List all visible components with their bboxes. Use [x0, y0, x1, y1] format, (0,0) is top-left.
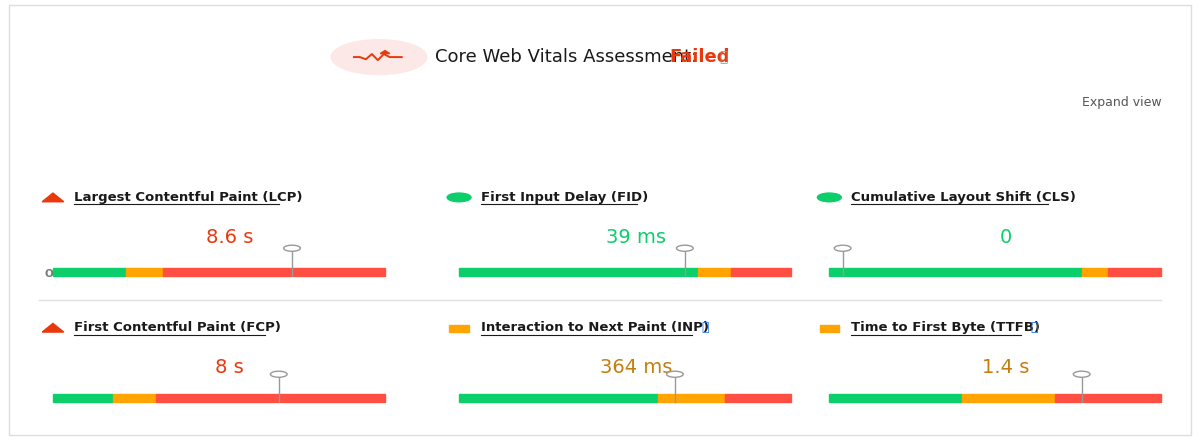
Bar [725, 394, 791, 402]
Bar [698, 268, 731, 276]
Bar [820, 325, 839, 332]
Text: Cumulative Layout Shift (CLS): Cumulative Layout Shift (CLS) [851, 191, 1075, 204]
Polygon shape [42, 193, 64, 202]
Circle shape [283, 245, 300, 251]
Text: 0: 0 [1000, 228, 1013, 247]
Bar [113, 394, 156, 402]
Circle shape [677, 245, 694, 251]
Text: Core Web Vitals Assessment:: Core Web Vitals Assessment: [436, 48, 703, 66]
Bar [829, 394, 962, 402]
Text: First Input Delay (FID): First Input Delay (FID) [480, 191, 648, 204]
Text: Expand view: Expand view [1081, 96, 1162, 109]
Circle shape [448, 193, 470, 202]
Text: 8 s: 8 s [215, 358, 244, 377]
Bar [962, 394, 1055, 402]
Circle shape [331, 40, 427, 74]
Polygon shape [42, 323, 64, 332]
Text: Failed: Failed [670, 48, 730, 66]
Polygon shape [380, 51, 390, 54]
Text: OTHER NOTABLE METRICS: OTHER NOTABLE METRICS [44, 269, 198, 279]
Bar [460, 394, 659, 402]
Bar [1055, 394, 1162, 402]
Circle shape [817, 193, 841, 202]
Bar [829, 268, 1081, 276]
Text: 364 ms: 364 ms [600, 358, 672, 377]
Bar [162, 268, 385, 276]
Text: ⓒ: ⓒ [720, 50, 728, 64]
Circle shape [666, 371, 683, 377]
Bar [53, 394, 113, 402]
Text: 8.6 s: 8.6 s [206, 228, 253, 247]
Text: ⓘ: ⓘ [701, 321, 709, 334]
Bar [156, 394, 385, 402]
Bar [659, 394, 725, 402]
Circle shape [834, 245, 851, 251]
Text: Largest Contentful Paint (LCP): Largest Contentful Paint (LCP) [74, 191, 302, 204]
Circle shape [1073, 371, 1090, 377]
Circle shape [270, 371, 287, 377]
Bar [126, 268, 162, 276]
Bar [450, 325, 469, 332]
Bar [1081, 268, 1109, 276]
Text: First Contentful Paint (FCP): First Contentful Paint (FCP) [74, 321, 281, 334]
Text: Time to First Byte (TTFB): Time to First Byte (TTFB) [851, 321, 1040, 334]
Text: ⛱: ⛱ [1031, 321, 1038, 334]
Bar [460, 268, 698, 276]
Text: 1.4 s: 1.4 s [983, 358, 1030, 377]
Text: 39 ms: 39 ms [606, 228, 666, 247]
Bar [53, 268, 126, 276]
Text: Interaction to Next Paint (INP): Interaction to Next Paint (INP) [480, 321, 708, 334]
Bar [731, 268, 791, 276]
Bar [1109, 268, 1162, 276]
